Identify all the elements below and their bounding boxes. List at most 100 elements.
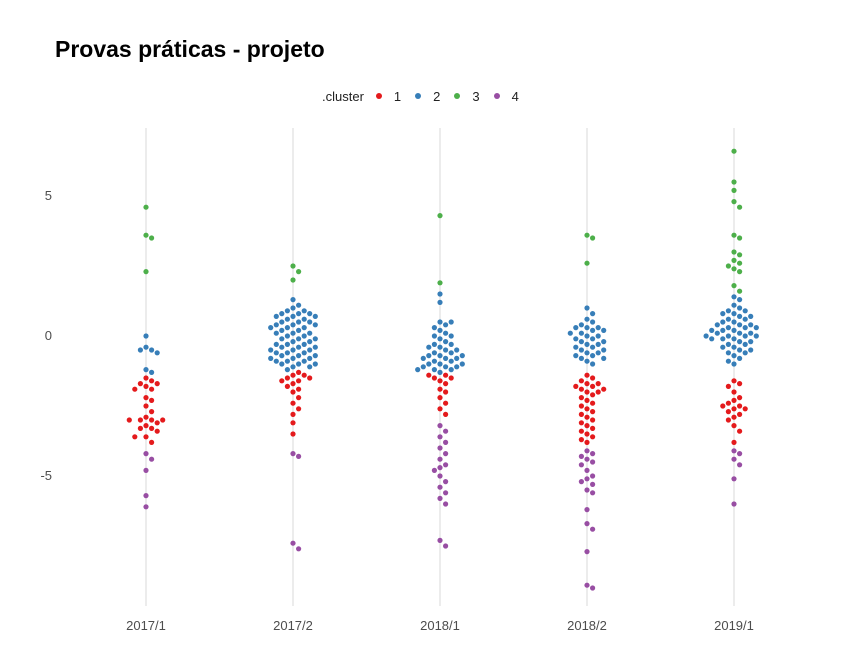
data-point-cluster-2: [420, 355, 426, 361]
data-point-cluster-1: [578, 428, 585, 434]
data-point-cluster-2: [748, 347, 754, 353]
data-point-cluster-4: [590, 490, 596, 496]
data-point-cluster-2: [731, 361, 737, 367]
data-point-cluster-4: [437, 537, 443, 544]
data-point-cluster-2: [154, 350, 160, 356]
data-point-cluster-1: [296, 378, 302, 384]
data-point-cluster-2: [290, 322, 296, 328]
data-point-cluster-1: [595, 389, 601, 395]
data-point-cluster-2: [301, 325, 307, 331]
data-point-cluster-4: [149, 456, 155, 462]
data-point-cluster-1: [137, 417, 143, 423]
data-point-cluster-3: [590, 235, 596, 241]
data-point-cluster-2: [731, 344, 737, 350]
data-point-cluster-1: [149, 439, 155, 445]
data-point-cluster-1: [137, 425, 143, 431]
data-point-cluster-2: [307, 311, 313, 317]
data-point-cluster-2: [437, 344, 443, 350]
data-point-cluster-2: [595, 350, 601, 356]
data-point-cluster-2: [312, 344, 318, 350]
data-point-cluster-2: [720, 327, 726, 333]
data-point-cluster-1: [301, 372, 307, 378]
data-point-cluster-1: [573, 383, 579, 389]
data-point-cluster-4: [296, 453, 302, 459]
data-point-cluster-1: [296, 386, 302, 392]
data-point-cluster-3: [731, 232, 737, 238]
data-point-cluster-1: [578, 411, 585, 417]
legend-item-3: 3: [454, 89, 480, 104]
data-point-cluster-1: [584, 381, 590, 387]
x-tick-label: 2018/2: [567, 618, 607, 633]
data-point-cluster-1: [132, 434, 138, 440]
data-point-cluster-2: [437, 369, 443, 375]
data-point-cluster-3: [437, 280, 443, 286]
data-point-cluster-1: [590, 434, 596, 440]
data-point-cluster-2: [590, 327, 596, 333]
data-point-cluster-2: [725, 333, 732, 339]
data-point-cluster-2: [296, 361, 302, 367]
data-point-cluster-4: [584, 448, 590, 454]
data-point-cluster-1: [443, 389, 449, 395]
data-point-cluster-2: [284, 308, 290, 314]
data-point-cluster-2: [753, 333, 759, 339]
data-point-cluster-1: [731, 389, 737, 395]
data-point-cluster-2: [459, 361, 465, 367]
data-point-cluster-4: [290, 451, 296, 457]
data-point-cluster-1: [584, 423, 590, 429]
data-point-cluster-2: [601, 347, 607, 353]
data-point-cluster-1: [290, 372, 296, 378]
data-point-cluster-3: [737, 204, 743, 210]
data-point-cluster-2: [301, 333, 307, 339]
data-point-cluster-2: [431, 341, 437, 347]
data-point-cluster-2: [748, 322, 754, 328]
data-point-cluster-4: [443, 428, 449, 434]
data-point-cluster-4: [443, 451, 449, 457]
data-point-cluster-2: [443, 355, 449, 361]
data-point-cluster-2: [601, 339, 607, 345]
data-point-cluster-2: [742, 316, 748, 322]
data-point-cluster-2: [448, 350, 454, 356]
data-point-cluster-2: [590, 361, 596, 367]
data-point-cluster-4: [290, 540, 296, 546]
data-point-cluster-2: [301, 341, 307, 347]
data-point-cluster-3: [725, 263, 732, 269]
data-point-cluster-1: [731, 439, 737, 445]
data-point-cluster-2: [268, 355, 274, 361]
data-point-cluster-1: [584, 414, 590, 420]
data-point-cluster-1: [290, 400, 296, 406]
data-point-cluster-4: [578, 479, 585, 485]
data-point-cluster-1: [149, 425, 155, 431]
data-point-cluster-4: [443, 479, 449, 485]
data-point-cluster-2: [748, 339, 754, 345]
data-point-cluster-2: [437, 336, 443, 342]
data-point-cluster-2: [573, 344, 579, 350]
data-point-cluster-4: [437, 434, 443, 440]
data-point-cluster-1: [578, 437, 585, 443]
data-point-cluster-1: [284, 383, 290, 389]
data-point-cluster-2: [284, 341, 290, 347]
data-point-cluster-2: [725, 350, 732, 356]
data-point-cluster-2: [284, 350, 290, 356]
data-point-cluster-1: [137, 381, 143, 387]
data-point-cluster-2: [284, 325, 290, 331]
data-point-cluster-1: [443, 372, 449, 378]
data-point-cluster-2: [284, 367, 290, 373]
data-point-cluster-2: [273, 330, 279, 336]
data-point-cluster-2: [454, 347, 460, 353]
x-tick-label: 2018/1: [420, 618, 460, 633]
data-point-cluster-1: [126, 417, 132, 423]
data-point-cluster-4: [590, 526, 596, 532]
data-point-cluster-1: [731, 406, 737, 412]
data-point-cluster-1: [149, 386, 155, 392]
data-point-cluster-2: [590, 319, 596, 325]
data-point-cluster-2: [448, 319, 454, 325]
data-point-cluster-2: [454, 355, 460, 361]
data-point-cluster-2: [143, 344, 149, 350]
data-point-cluster-1: [443, 381, 449, 387]
data-point-cluster-2: [273, 350, 279, 356]
data-point-cluster-1: [149, 409, 155, 415]
data-point-cluster-2: [737, 297, 743, 303]
data-point-cluster-2: [720, 336, 726, 342]
data-point-cluster-2: [312, 353, 318, 359]
data-point-cluster-2: [731, 319, 737, 325]
